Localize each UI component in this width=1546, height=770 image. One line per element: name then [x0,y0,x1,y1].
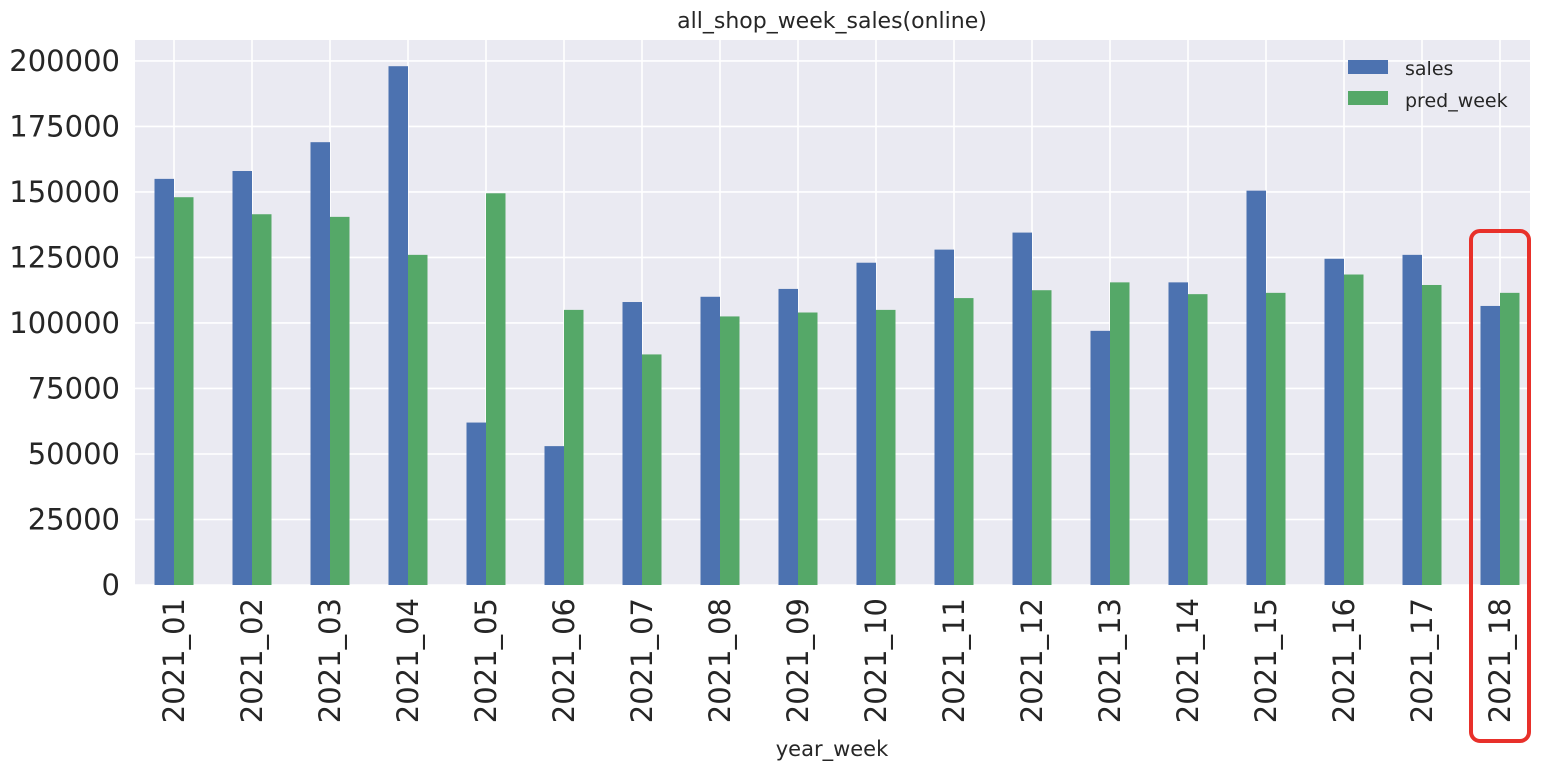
bar-pred-week [1500,292,1520,585]
plot-background [135,40,1530,585]
bar-pred-week [1266,292,1286,585]
bar-pred-week [486,193,506,585]
bar-sales [154,178,174,586]
bar-pred-week [798,312,818,585]
bar-pred-week [330,216,350,585]
y-tick-label: 75000 [28,371,120,405]
legend-label-pred-week: pred_week [1405,90,1508,112]
bar-pred-week [954,298,974,585]
x-tick-label: 2021_13 [1093,598,1127,723]
x-tick-label: 2021_06 [547,598,581,723]
bar-pred-week [174,197,194,585]
bar-pred-week [408,254,428,585]
x-tick-label: 2021_16 [1327,598,1361,723]
bar-pred-week [1032,290,1052,585]
y-tick-label: 100000 [9,306,120,340]
bar-sales [622,302,642,585]
y-tick-label: 200000 [9,44,120,78]
x-axis-ticks: 2021_01 2021_02 2021_03 2021_04 2021_05 2021_… [157,598,1517,723]
chart-title: all_shop_week_sales(online) [677,9,987,34]
bar-sales [1246,190,1266,585]
bar-sales [466,422,486,585]
bar-pred-week [720,316,740,585]
x-tick-label: 2021_04 [391,598,425,723]
y-tick-label: 25000 [28,502,120,536]
bar-sales [1168,282,1188,585]
x-tick-label: 2021_09 [781,598,815,723]
legend-label-sales: sales [1405,58,1453,80]
legend-swatch-sales [1348,60,1388,74]
bar-pred-week [564,309,584,585]
x-tick-label: 2021_14 [1171,598,1205,723]
bar-pred-week [1110,282,1130,585]
bar-sales [1324,258,1344,585]
highlight-box [1469,229,1531,743]
y-tick-label: 125000 [9,240,120,274]
highlight-layer [1469,229,1531,743]
bar-sales [1090,330,1110,585]
bar-sales [232,171,252,585]
bar-sales [700,296,720,585]
bar-pred-week [252,214,272,585]
x-tick-label: 2021_02 [235,598,269,723]
bar-sales [778,288,798,585]
bar-sales [1480,305,1500,585]
x-tick-label: 2021_12 [1015,598,1049,723]
bar-sales [1402,254,1422,585]
bar-sales [544,446,564,585]
bar-sales [934,249,954,585]
bar-pred-week [1344,274,1364,585]
x-tick-label: 2021_05 [469,598,503,723]
x-tick-label: 2021_17 [1405,598,1439,723]
x-tick-label: 2021_01 [157,598,191,723]
y-axis-ticks: 0 25000 50000 75000 100000 125000 150000 175000… [9,44,120,602]
bar-pred-week [642,354,662,585]
x-tick-label: 2021_03 [313,598,347,723]
bar-pred-week [1188,294,1208,585]
y-tick-label: 50000 [28,437,120,471]
bar-sales [856,262,876,585]
legend: sales pred_week [1348,58,1508,112]
x-tick-label: 2021_08 [703,598,737,723]
x-tick-label: 2021_07 [625,598,659,723]
bars [154,66,1520,586]
x-tick-label: 2021_11 [937,598,971,723]
x-tick-label: 2021_18 [1483,598,1517,723]
bar-sales [1012,232,1032,585]
x-tick-label: 2021_15 [1249,598,1283,723]
x-tick-label: 2021_10 [859,598,893,723]
bar-sales [310,142,330,585]
y-tick-label: 150000 [9,175,120,209]
y-tick-label: 175000 [9,109,120,143]
bar-pred-week [876,309,896,585]
bar-pred-week [1422,284,1442,585]
bar-sales [388,66,408,586]
legend-swatch-pred-week [1348,91,1388,105]
y-tick-label: 0 [102,568,120,602]
x-axis-label: year_week [776,737,889,762]
